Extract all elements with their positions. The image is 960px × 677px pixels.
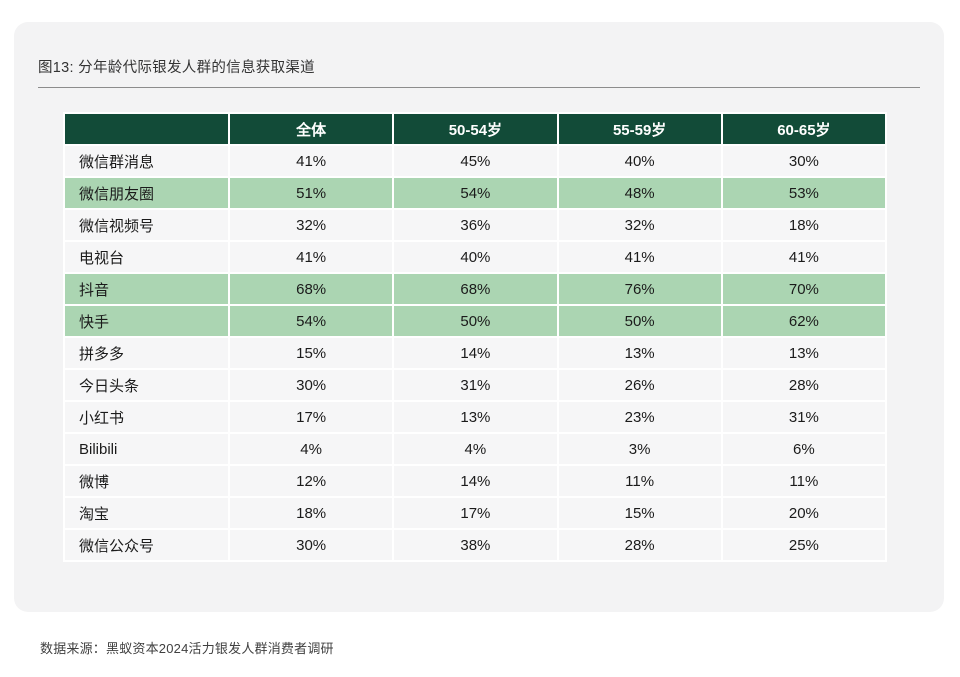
row-label: 快手 bbox=[65, 306, 228, 336]
cell-value: 50% bbox=[394, 306, 557, 336]
title-divider bbox=[38, 87, 920, 88]
table-row: Bilibili 4% 4% 3% 6% bbox=[65, 434, 885, 464]
row-label: 淘宝 bbox=[65, 498, 228, 528]
cell-value: 18% bbox=[230, 498, 393, 528]
cell-value: 30% bbox=[722, 146, 885, 176]
cell-value: 4% bbox=[230, 434, 393, 464]
row-label: 微信公众号 bbox=[65, 530, 228, 560]
cell-value: 76% bbox=[558, 274, 721, 304]
row-label: 微信群消息 bbox=[65, 146, 228, 176]
table-row: 微信群消息 41% 45% 40% 30% bbox=[65, 146, 885, 176]
cell-value: 62% bbox=[722, 306, 885, 336]
table-row: 微信视频号 32% 36% 32% 18% bbox=[65, 210, 885, 240]
row-label: 微信视频号 bbox=[65, 210, 228, 240]
row-label: 拼多多 bbox=[65, 338, 228, 368]
data-source: 数据来源：黑蚁资本2024活力银发人群消费者调研 bbox=[40, 641, 334, 656]
cell-value: 40% bbox=[394, 242, 557, 272]
table-row: 微博 12% 14% 11% 11% bbox=[65, 466, 885, 496]
cell-value: 45% bbox=[394, 146, 557, 176]
cell-value: 25% bbox=[722, 530, 885, 560]
cell-value: 4% bbox=[394, 434, 557, 464]
column-header bbox=[65, 114, 228, 144]
row-label: Bilibili bbox=[65, 434, 228, 464]
cell-value: 12% bbox=[230, 466, 393, 496]
cell-value: 54% bbox=[230, 306, 393, 336]
cell-value: 48% bbox=[558, 178, 721, 208]
cell-value: 36% bbox=[394, 210, 557, 240]
cell-value: 32% bbox=[230, 210, 393, 240]
table-header: 全体 50-54岁 55-59岁 60-65岁 bbox=[65, 114, 885, 144]
row-label: 微信朋友圈 bbox=[65, 178, 228, 208]
cell-value: 11% bbox=[722, 466, 885, 496]
cell-value: 30% bbox=[230, 530, 393, 560]
cell-value: 41% bbox=[558, 242, 721, 272]
cell-value: 13% bbox=[394, 402, 557, 432]
cell-value: 17% bbox=[230, 402, 393, 432]
cell-value: 31% bbox=[722, 402, 885, 432]
column-header: 50-54岁 bbox=[394, 114, 557, 144]
cell-value: 41% bbox=[230, 146, 393, 176]
cell-value: 54% bbox=[394, 178, 557, 208]
table-wrapper: 全体 50-54岁 55-59岁 60-65岁 微信群消息 41% 45% 40% 30% 微信… bbox=[63, 112, 887, 562]
cell-value: 14% bbox=[394, 466, 557, 496]
table-row: 抖音 68% 68% 76% 70% bbox=[65, 274, 885, 304]
row-label: 电视台 bbox=[65, 242, 228, 272]
cell-value: 13% bbox=[722, 338, 885, 368]
table-row: 淘宝 18% 17% 15% 20% bbox=[65, 498, 885, 528]
cell-value: 70% bbox=[722, 274, 885, 304]
column-header: 全体 bbox=[230, 114, 393, 144]
cell-value: 13% bbox=[558, 338, 721, 368]
cell-value: 3% bbox=[558, 434, 721, 464]
cell-value: 6% bbox=[722, 434, 885, 464]
column-header: 55-59岁 bbox=[558, 114, 721, 144]
channels-table: 全体 50-54岁 55-59岁 60-65岁 微信群消息 41% 45% 40% 30% 微信… bbox=[63, 112, 887, 562]
cell-value: 38% bbox=[394, 530, 557, 560]
cell-value: 23% bbox=[558, 402, 721, 432]
cell-value: 41% bbox=[722, 242, 885, 272]
row-label: 小红书 bbox=[65, 402, 228, 432]
table-row: 小红书 17% 13% 23% 31% bbox=[65, 402, 885, 432]
cell-value: 11% bbox=[558, 466, 721, 496]
cell-value: 14% bbox=[394, 338, 557, 368]
cell-value: 68% bbox=[230, 274, 393, 304]
cell-value: 28% bbox=[558, 530, 721, 560]
cell-value: 41% bbox=[230, 242, 393, 272]
cell-value: 15% bbox=[558, 498, 721, 528]
figure-card: 图13: 分年龄代际银发人群的信息获取渠道 全体 50-54岁 55-59岁 60-6… bbox=[14, 22, 944, 612]
header-row: 全体 50-54岁 55-59岁 60-65岁 bbox=[65, 114, 885, 144]
table-row: 微信朋友圈 51% 54% 48% 53% bbox=[65, 178, 885, 208]
figure-title: 图13: 分年龄代际银发人群的信息获取渠道 bbox=[38, 60, 315, 76]
cell-value: 53% bbox=[722, 178, 885, 208]
row-label: 抖音 bbox=[65, 274, 228, 304]
table-row: 电视台 41% 40% 41% 41% bbox=[65, 242, 885, 272]
cell-value: 32% bbox=[558, 210, 721, 240]
cell-value: 40% bbox=[558, 146, 721, 176]
table-body: 微信群消息 41% 45% 40% 30% 微信朋友圈 51% 54% 48% 53% 微信视频号 3… bbox=[65, 146, 885, 560]
cell-value: 15% bbox=[230, 338, 393, 368]
cell-value: 31% bbox=[394, 370, 557, 400]
table-row: 今日头条 30% 31% 26% 28% bbox=[65, 370, 885, 400]
cell-value: 17% bbox=[394, 498, 557, 528]
row-label: 今日头条 bbox=[65, 370, 228, 400]
row-label: 微博 bbox=[65, 466, 228, 496]
table-row: 微信公众号 30% 38% 28% 25% bbox=[65, 530, 885, 560]
cell-value: 50% bbox=[558, 306, 721, 336]
column-header: 60-65岁 bbox=[722, 114, 885, 144]
cell-value: 20% bbox=[722, 498, 885, 528]
cell-value: 28% bbox=[722, 370, 885, 400]
cell-value: 26% bbox=[558, 370, 721, 400]
cell-value: 68% bbox=[394, 274, 557, 304]
cell-value: 51% bbox=[230, 178, 393, 208]
table-row: 快手 54% 50% 50% 62% bbox=[65, 306, 885, 336]
cell-value: 30% bbox=[230, 370, 393, 400]
cell-value: 18% bbox=[722, 210, 885, 240]
table-row: 拼多多 15% 14% 13% 13% bbox=[65, 338, 885, 368]
